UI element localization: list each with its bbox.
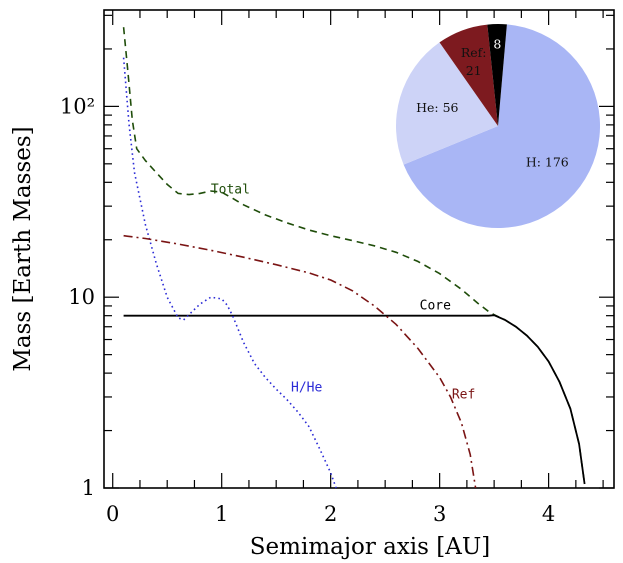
pie-label-ref-name: Ref: — [461, 45, 487, 60]
x-tick-label: 3 — [433, 502, 446, 526]
pie-label-he: He: 56 — [416, 100, 458, 115]
x-tick-label: 2 — [324, 502, 337, 526]
y-axis-ticks: 1 10 10² — [60, 14, 614, 500]
y-axis-title: Mass [Earth Masses] — [10, 126, 36, 371]
y-tick-label: 10² — [60, 94, 95, 118]
x-tick-label: 1 — [215, 502, 228, 526]
plot-frame — [103, 9, 615, 489]
mass-composition-pie: H: 176 He: 56 Ref: 21 8 — [395, 24, 601, 229]
series-line-h-he — [122, 57, 337, 489]
series-labels: Total Core H/He Ref — [211, 182, 476, 402]
series-layer — [122, 27, 586, 489]
x-axis-ticks: 0 1 2 3 4 — [106, 10, 604, 526]
pie-slice-he — [395, 42, 498, 165]
x-tick-label: 0 — [106, 502, 119, 526]
series-label-h-he: H/He — [291, 381, 322, 396]
x-tick-label: 4 — [542, 502, 555, 526]
pie-label-core: 8 — [493, 36, 501, 51]
pie-label-h: H: 176 — [526, 154, 569, 169]
pie-slice-h — [403, 24, 601, 229]
series-line-ref — [123, 234, 477, 489]
y-tick-label: 10 — [68, 285, 95, 309]
series-line-core — [123, 314, 586, 485]
pie-slice-ref — [439, 24, 498, 127]
series-label-core: Core — [420, 299, 451, 314]
pie-label-ref-value: 21 — [466, 63, 482, 78]
y-tick-label: 1 — [82, 476, 95, 500]
series-label-total: Total — [211, 182, 250, 197]
pie-slice-core — [487, 24, 507, 126]
series-label-ref: Ref — [452, 387, 475, 402]
x-axis-title: Semimajor axis [AU] — [250, 534, 490, 560]
